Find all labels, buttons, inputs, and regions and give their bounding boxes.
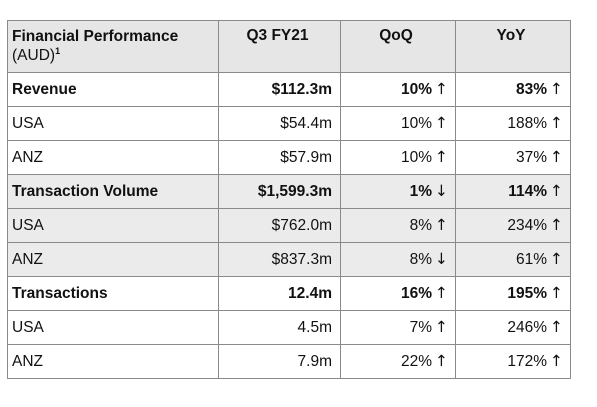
table-row-transaction-volume-usa: USA $762.0m 8% ↑ 234% ↑ [7, 208, 571, 243]
row-qoq-cell: 16% ↑ [340, 276, 456, 311]
row-label: Transactions [7, 276, 219, 311]
row-yoy-cell: 172% ↑ [455, 344, 571, 379]
qoq-value: 10% [400, 115, 432, 132]
row-label: USA [7, 208, 219, 243]
table-header-row: Financial Performance (AUD)1 Q3 FY21 QoQ … [7, 20, 571, 73]
table-row-revenue-usa: USA $54.4m 10% ↑ 188% ↑ [7, 106, 571, 141]
header-footnote-marker: 1 [55, 45, 61, 56]
row-q3-value: $57.9m [218, 140, 341, 175]
row-q3-value: $837.3m [218, 242, 341, 277]
row-q3-value: $1,599.3m [218, 174, 341, 209]
table-row-transactions: Transactions 12.4m 16% ↑ 195% ↑ [7, 276, 571, 311]
row-yoy-cell: 37% ↑ [455, 140, 571, 175]
arrow-up-icon: ↑ [550, 80, 563, 98]
yoy-value: 114% [508, 183, 547, 200]
yoy-value: 195% [507, 285, 547, 302]
table-row-transactions-usa: USA 4.5m 7% ↑ 246% ↑ [7, 310, 571, 345]
row-q3-value: 12.4m [218, 276, 341, 311]
row-label: USA [7, 106, 219, 141]
row-label: USA [7, 310, 219, 345]
arrow-up-icon: ↑ [435, 216, 448, 234]
row-label: ANZ [7, 344, 219, 379]
row-qoq-cell: 8% ↓ [340, 242, 456, 277]
yoy-value: 172% [507, 353, 547, 370]
qoq-value: 10% [400, 149, 432, 166]
table-row-revenue-anz: ANZ $57.9m 10% ↑ 37% ↑ [7, 140, 571, 175]
header-q3-fy21: Q3 FY21 [218, 20, 341, 73]
row-label: Transaction Volume [7, 174, 219, 209]
row-yoy-cell: 114% ↑ [455, 174, 571, 209]
table-row-transaction-volume-anz: ANZ $837.3m 8% ↓ 61% ↑ [7, 242, 571, 277]
arrow-up-icon: ↑ [550, 318, 563, 336]
yoy-value: 246% [507, 319, 547, 336]
row-q3-value: 7.9m [218, 344, 341, 379]
row-yoy-cell: 83% ↑ [455, 72, 571, 107]
row-qoq-cell: 8% ↑ [340, 208, 456, 243]
row-qoq-cell: 7% ↑ [340, 310, 456, 345]
arrow-up-icon: ↑ [435, 148, 448, 166]
arrow-up-icon: ↑ [550, 250, 563, 268]
row-q3-value: $762.0m [218, 208, 341, 243]
qoq-value: 7% [409, 319, 432, 336]
table-row-revenue: Revenue $112.3m 10% ↑ 83% ↑ [7, 72, 571, 107]
arrow-up-icon: ↑ [435, 318, 448, 336]
yoy-value: 61% [515, 251, 547, 268]
row-yoy-cell: 188% ↑ [455, 106, 571, 141]
yoy-value: 234% [507, 217, 547, 234]
row-q3-value: $112.3m [218, 72, 341, 107]
qoq-value: 22% [400, 353, 432, 370]
row-label: ANZ [7, 140, 219, 175]
row-yoy-cell: 61% ↑ [455, 242, 571, 277]
arrow-up-icon: ↑ [435, 114, 448, 132]
qoq-value: 8% [409, 251, 432, 268]
arrow-up-icon: ↑ [550, 114, 563, 132]
qoq-value: 10% [400, 81, 432, 98]
yoy-value: 83% [515, 81, 547, 98]
header-yoy: YoY [455, 20, 571, 73]
yoy-value: 37% [515, 149, 547, 166]
row-label: ANZ [7, 242, 219, 277]
row-qoq-cell: 10% ↑ [340, 106, 456, 141]
row-qoq-cell: 1% ↓ [340, 174, 456, 209]
table-row-transaction-volume: Transaction Volume $1,599.3m 1% ↓ 114% ↑ [7, 174, 571, 209]
row-q3-value: $54.4m [218, 106, 341, 141]
row-label: Revenue [7, 72, 219, 107]
row-qoq-cell: 10% ↑ [340, 72, 456, 107]
row-yoy-cell: 234% ↑ [455, 208, 571, 243]
arrow-up-icon: ↑ [435, 80, 448, 98]
financial-performance-table: Financial Performance (AUD)1 Q3 FY21 QoQ … [7, 20, 571, 379]
arrow-up-icon: ↑ [550, 284, 563, 302]
row-qoq-cell: 22% ↑ [340, 344, 456, 379]
arrow-up-icon: ↑ [550, 182, 563, 200]
row-qoq-cell: 10% ↑ [340, 140, 456, 175]
header-financial-performance: Financial Performance (AUD)1 [7, 20, 219, 73]
header-currency: (AUD) [12, 47, 56, 64]
table-row-transactions-anz: ANZ 7.9m 22% ↑ 172% ↑ [7, 344, 571, 379]
arrow-up-icon: ↑ [435, 352, 448, 370]
row-yoy-cell: 195% ↑ [455, 276, 571, 311]
header-qoq: QoQ [340, 20, 456, 73]
qoq-value: 1% [409, 183, 432, 200]
qoq-value: 16% [400, 285, 432, 302]
yoy-value: 188% [507, 115, 547, 132]
arrow-up-icon: ↑ [550, 352, 563, 370]
row-yoy-cell: 246% ↑ [455, 310, 571, 345]
qoq-value: 8% [409, 217, 432, 234]
header-title: Financial Performance [12, 28, 179, 45]
row-q3-value: 4.5m [218, 310, 341, 345]
arrow-up-icon: ↑ [550, 148, 563, 166]
arrow-down-icon: ↓ [435, 250, 448, 268]
arrow-down-icon: ↓ [435, 182, 448, 200]
arrow-up-icon: ↑ [435, 284, 448, 302]
arrow-up-icon: ↑ [550, 216, 563, 234]
